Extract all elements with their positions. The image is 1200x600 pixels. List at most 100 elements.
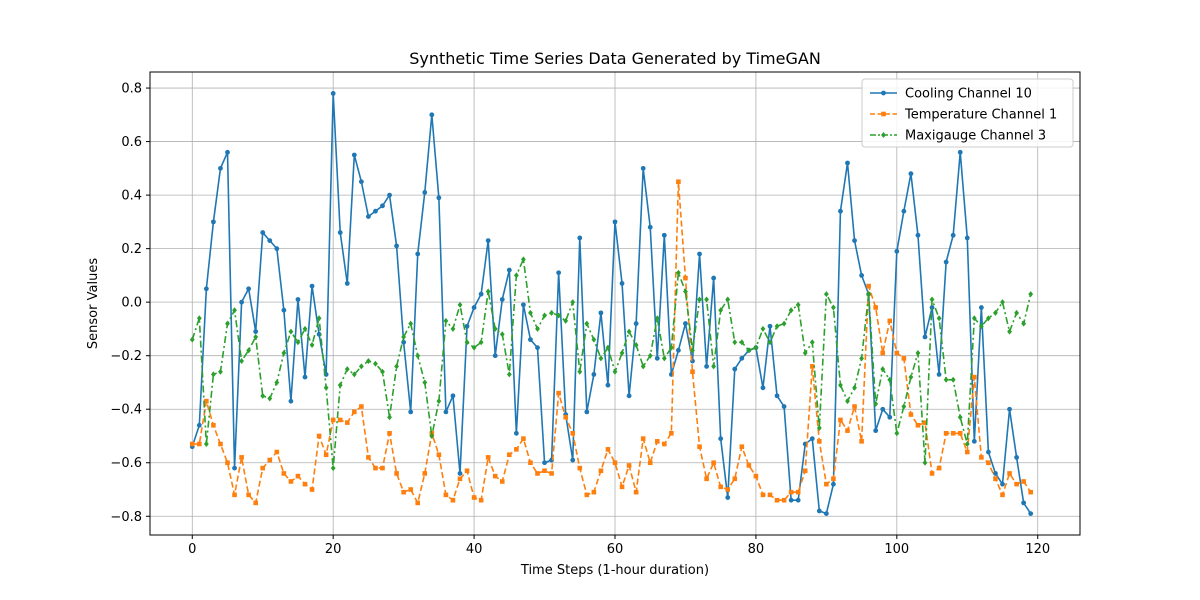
data-point — [746, 463, 752, 468]
data-point — [358, 179, 364, 185]
data-point — [591, 336, 597, 343]
data-point — [880, 366, 886, 373]
data-point — [626, 328, 632, 335]
ticks: 0 20 40 60 80 100 120 −0.8 −0.6 −0.4 −0.2 0.0 0.2 0.4… — [110, 82, 1050, 557]
data-point — [288, 328, 294, 335]
data-point — [676, 347, 681, 353]
y-tick-label: −0.8 — [110, 510, 142, 525]
data-point — [309, 283, 315, 289]
data-point — [978, 305, 984, 310]
x-tick-label: 80 — [748, 542, 765, 557]
data-point — [591, 372, 597, 377]
data-point — [739, 355, 745, 361]
data-point — [950, 232, 956, 238]
data-point — [683, 321, 688, 326]
data-point — [964, 449, 970, 455]
data-point — [246, 286, 252, 292]
data-point — [422, 190, 428, 195]
data-point — [690, 347, 695, 354]
x-tick-label: 120 — [1025, 542, 1050, 557]
data-point — [274, 449, 280, 455]
legend-item: Maxigauge Channel 3 — [870, 129, 1046, 144]
data-point — [852, 384, 857, 391]
data-point — [788, 307, 794, 314]
data-point — [239, 299, 244, 305]
x-tick-label: 0 — [188, 542, 196, 557]
data-point — [809, 339, 815, 346]
data-point — [647, 352, 653, 359]
data-point — [528, 309, 533, 316]
data-point — [408, 409, 414, 415]
data-point — [464, 323, 470, 329]
data-point — [683, 275, 688, 281]
data-point — [647, 460, 653, 466]
data-point — [760, 492, 766, 498]
data-point — [387, 192, 392, 198]
data-point — [936, 315, 942, 322]
data-point — [873, 305, 878, 310]
plot-area: 0 20 40 60 80 100 120 −0.8 −0.6 −0.4 −0.2 0.0 0.2 0.4… — [110, 71, 1081, 557]
data-point — [203, 441, 209, 448]
data-point — [725, 495, 731, 500]
data-point — [267, 395, 273, 402]
data-point — [852, 404, 857, 409]
data-point — [640, 363, 646, 370]
series-cooling-channel-10 — [189, 91, 1034, 516]
data-point — [809, 364, 815, 369]
data-point — [852, 238, 857, 244]
data-point — [471, 305, 477, 310]
data-point — [697, 251, 702, 257]
data-point — [535, 345, 540, 351]
data-point — [485, 288, 491, 295]
y-tick-label: 0.4 — [121, 189, 142, 204]
data-point — [873, 400, 879, 407]
data-point — [908, 412, 914, 417]
data-point — [1021, 479, 1026, 484]
data-point — [211, 219, 216, 225]
data-point — [901, 208, 907, 214]
data-point — [542, 468, 547, 474]
data-point — [612, 219, 618, 225]
data-point — [993, 309, 998, 316]
data-point — [436, 195, 442, 201]
data-point — [654, 355, 660, 361]
data-point — [352, 409, 357, 415]
data-point — [943, 376, 949, 383]
data-point — [316, 433, 322, 439]
data-point — [957, 149, 963, 155]
data-point — [577, 235, 583, 241]
data-point — [570, 457, 576, 463]
data-point — [866, 283, 871, 289]
data-point — [302, 481, 308, 487]
data-point — [929, 305, 935, 310]
data-point — [513, 430, 519, 436]
data-point — [1000, 492, 1005, 498]
data-point — [225, 460, 230, 466]
data-point — [619, 281, 625, 286]
data-point — [464, 468, 470, 474]
data-point — [358, 363, 364, 370]
data-point — [894, 350, 900, 356]
data-point — [971, 315, 977, 322]
data-point — [457, 301, 463, 308]
legend: Cooling Channel 10 Temperature Channel 1 M… — [861, 78, 1074, 148]
data-point — [633, 341, 639, 348]
data-point — [478, 339, 484, 346]
data-point — [887, 414, 893, 420]
data-point — [570, 299, 576, 306]
data-point — [450, 497, 456, 503]
data-point — [676, 179, 681, 185]
data-point — [415, 251, 421, 257]
data-point — [880, 350, 886, 356]
legend-label: Cooling Channel 10 — [905, 87, 1032, 102]
data-point — [986, 460, 991, 466]
data-point — [739, 339, 745, 346]
data-point — [211, 371, 216, 378]
data-point — [845, 398, 850, 405]
data-point — [781, 320, 787, 327]
data-point — [556, 270, 562, 276]
y-tick-label: 0.8 — [121, 82, 142, 97]
data-point — [802, 350, 808, 357]
data-point — [570, 431, 576, 436]
data-point — [189, 336, 195, 343]
